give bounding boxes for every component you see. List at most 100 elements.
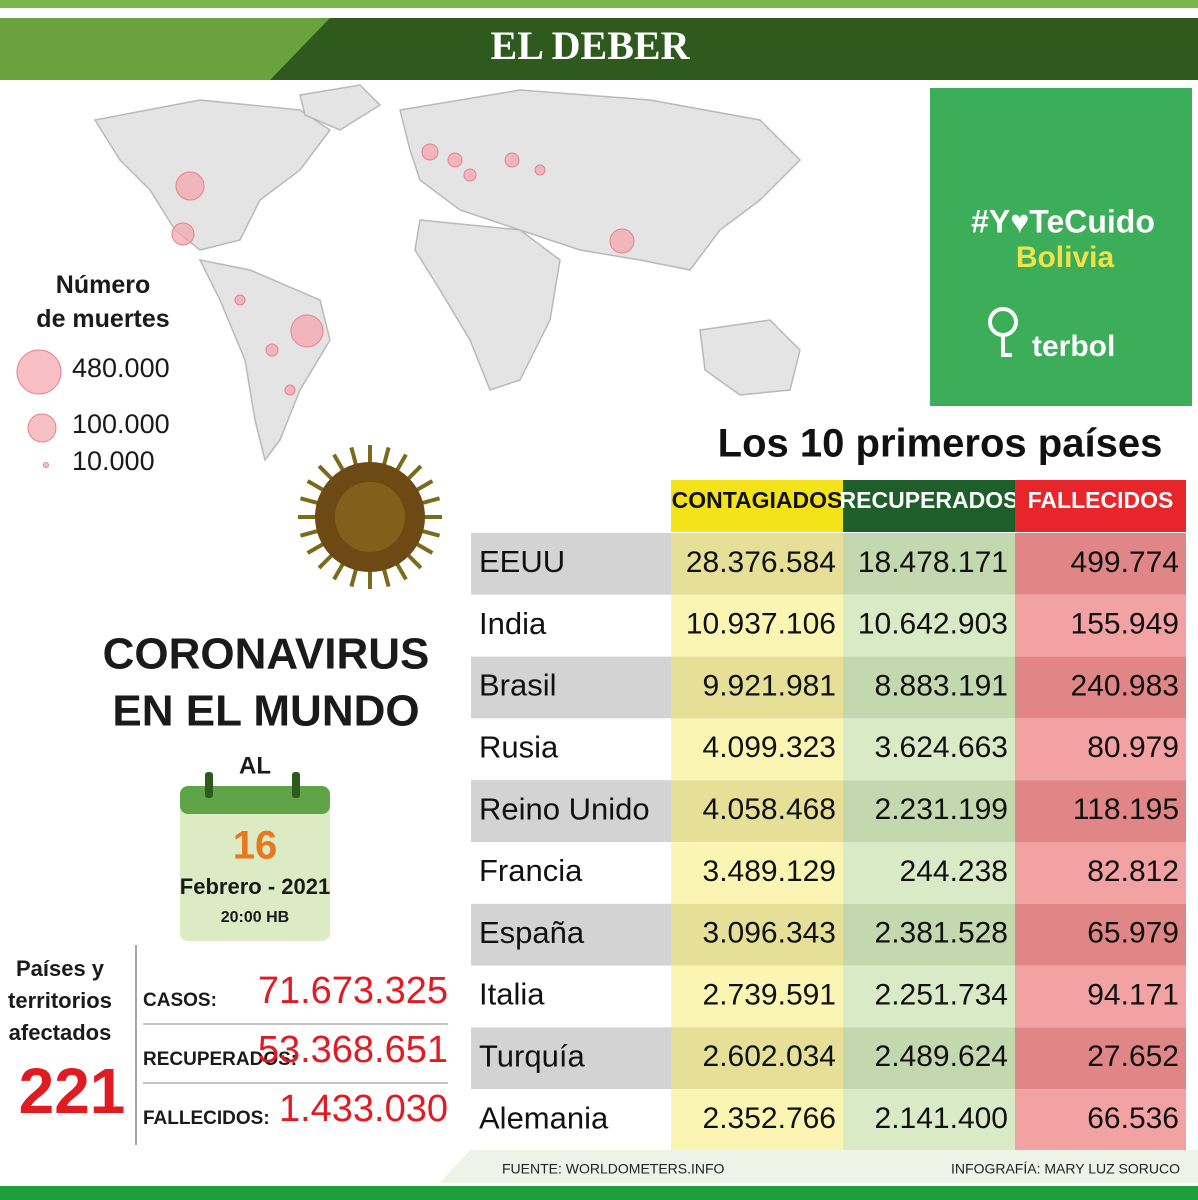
summary-label: RECUPERADOS: xyxy=(143,1049,297,1070)
value-cell xyxy=(671,1089,843,1151)
legend-label: 100.000 xyxy=(72,409,170,439)
summary-label: CASOS: xyxy=(143,990,217,1011)
value-cell xyxy=(671,718,843,781)
header-title: EL DEBER xyxy=(491,23,691,68)
value-cell xyxy=(1015,903,1186,966)
campaign-box xyxy=(930,88,1192,406)
cell-value: 3.624.663 xyxy=(875,731,1008,764)
terbol-logo xyxy=(988,307,1018,357)
campaign-country: Bolivia xyxy=(1016,241,1115,274)
value-cell xyxy=(843,780,1015,842)
headline-line2: EN EL MUNDO xyxy=(112,687,419,736)
campaign-hashtag: #Y♥TeCuido xyxy=(971,203,1155,239)
value-cell xyxy=(671,1027,843,1090)
country-name: Brasil xyxy=(479,668,557,703)
cell-value: 82.812 xyxy=(1087,855,1179,888)
country-cell xyxy=(471,780,671,842)
calendar-month: Febrero - 2021 xyxy=(180,874,330,899)
summary-label: FALLECIDOS: xyxy=(143,1108,270,1129)
value-cell xyxy=(843,656,1015,719)
country-name: Alemania xyxy=(479,1100,609,1135)
column-header: CONTAGIADOS xyxy=(672,487,843,513)
table-title: Los 10 primeros países xyxy=(718,422,1163,466)
cell-value: 2.231.199 xyxy=(875,793,1008,826)
footer-band xyxy=(440,1150,1198,1183)
calendar-time: 20:00 HB xyxy=(221,909,289,926)
column-header-bg xyxy=(843,480,1015,532)
country-cell xyxy=(471,533,671,595)
value-cell xyxy=(843,1027,1015,1090)
summary-value: 53.368.651 xyxy=(258,1029,448,1071)
cell-value: 240.983 xyxy=(1071,669,1179,702)
cell-value: 2.602.034 xyxy=(703,1040,836,1073)
cell-value: 10.642.903 xyxy=(858,608,1008,641)
cell-value: 3.096.343 xyxy=(703,917,836,950)
value-cell xyxy=(843,718,1015,781)
countries-count: 221 xyxy=(19,1055,126,1127)
bottom-bar xyxy=(0,1186,1198,1200)
legend-title: Número de muertes xyxy=(36,271,169,333)
value-cell xyxy=(1015,1089,1186,1151)
value-cell xyxy=(843,533,1015,595)
column-header-bg xyxy=(1015,480,1186,532)
value-cell xyxy=(843,594,1015,657)
column-header: RECUPERADOS xyxy=(840,487,1019,513)
legend-circle xyxy=(27,413,57,443)
country-cell xyxy=(471,842,671,904)
cell-value: 27.652 xyxy=(1087,1040,1179,1073)
summary-rows: CASOS: 71.673.325 RECUPERADOS:53.368.651 FA… xyxy=(143,970,448,1130)
world-map xyxy=(93,84,802,462)
countries-label: Países y territorios afectados xyxy=(8,956,112,1045)
campaign-brand: terbol xyxy=(1032,330,1115,363)
virus-core xyxy=(335,482,405,552)
value-cell xyxy=(671,965,843,1028)
virus-icon xyxy=(298,445,442,589)
legend-circle xyxy=(16,349,62,395)
cell-value: 8.883.191 xyxy=(875,669,1008,702)
legend-label: 10.000 xyxy=(72,446,155,476)
calendar-day: 16 xyxy=(233,824,278,868)
cell-value: 18.478.171 xyxy=(858,546,1008,579)
cell-value: 3.489.129 xyxy=(703,855,836,888)
country-name: Italia xyxy=(479,977,545,1012)
legend-circle xyxy=(43,462,49,468)
cell-value: 244.238 xyxy=(900,855,1008,888)
value-cell xyxy=(671,533,843,595)
summary-value: 71.673.325 xyxy=(258,970,448,1012)
value-cell xyxy=(843,842,1015,904)
header-accent xyxy=(0,18,330,80)
value-cell xyxy=(843,903,1015,966)
cell-value: 118.195 xyxy=(1073,793,1179,826)
value-cell xyxy=(1015,594,1186,657)
country-cell xyxy=(471,965,671,1028)
country-name: Francia xyxy=(479,853,583,888)
value-cell xyxy=(671,594,843,657)
cell-value: 2.489.624 xyxy=(875,1040,1008,1073)
cell-value: 4.058.468 xyxy=(703,793,836,826)
value-cell xyxy=(1015,718,1186,781)
cell-value: 2.352.766 xyxy=(703,1102,836,1135)
legend-label: 480.000 xyxy=(72,353,170,383)
value-cell xyxy=(671,656,843,719)
column-header: FALLECIDOS xyxy=(1028,487,1174,513)
value-cell xyxy=(1015,533,1186,595)
column-header-bg xyxy=(671,480,843,532)
cell-value: 155.949 xyxy=(1071,608,1179,641)
country-cell xyxy=(471,1027,671,1090)
cell-value: 94.171 xyxy=(1087,978,1179,1011)
headline-line1: CORONAVIRUS xyxy=(103,630,430,679)
calendar xyxy=(180,772,330,941)
footer-credit: INFOGRAFÍA: MARY LUZ SORUCO xyxy=(951,1161,1180,1177)
cell-value: 28.376.584 xyxy=(686,546,836,579)
cell-value: 499.774 xyxy=(1071,546,1179,579)
country-name: Reino Unido xyxy=(479,791,650,826)
value-cell xyxy=(843,1089,1015,1151)
country-name: Turquía xyxy=(479,1038,585,1073)
cell-value: 66.536 xyxy=(1087,1102,1179,1135)
value-cell xyxy=(671,903,843,966)
map-bubbles xyxy=(171,143,635,396)
cell-value: 9.921.981 xyxy=(703,669,836,702)
country-name: EEUU xyxy=(479,544,565,579)
